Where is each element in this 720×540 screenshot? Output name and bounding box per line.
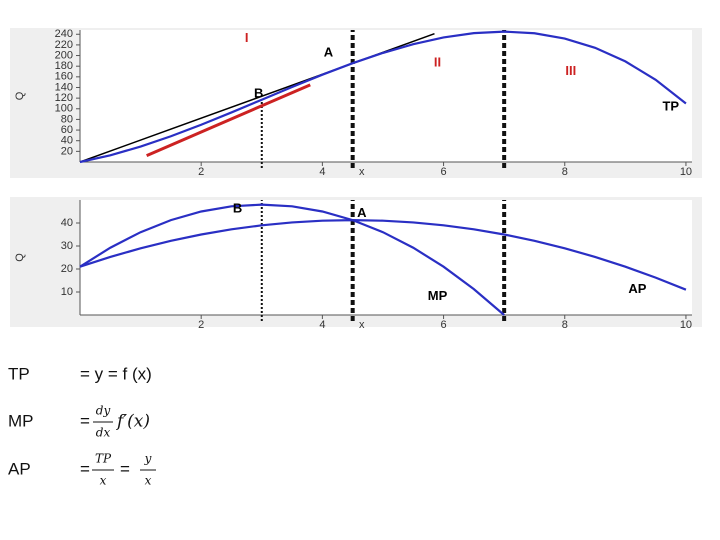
- formula-tp: TP = y = f (x): [8, 364, 152, 383]
- annotation: A: [357, 205, 367, 220]
- fraction-num: y: [144, 452, 152, 466]
- y-axis-label: Q: [14, 253, 26, 262]
- tangent-line: [146, 83, 311, 157]
- annotation: TP: [662, 99, 679, 114]
- x-tick-label: 2: [198, 319, 204, 331]
- y-tick-label: 20: [61, 263, 73, 275]
- y-tick-label: 120: [55, 92, 73, 104]
- y-tick-label: 40: [61, 135, 73, 147]
- x-tick-label: 2: [198, 166, 204, 178]
- x-tick-label: 8: [562, 319, 568, 331]
- formula-ap: AP = TP x = y x: [8, 452, 156, 488]
- y-tick-label: 30: [61, 240, 73, 252]
- formula-label: MP: [8, 411, 34, 430]
- x-tick-label: 10: [680, 319, 692, 331]
- curve: [79, 203, 505, 316]
- x-axis-label: x: [359, 166, 365, 178]
- y-axis-label: Q: [14, 91, 26, 100]
- plot-area: [80, 200, 692, 315]
- formula-mp: MP = dy dx f′(x): [8, 404, 150, 440]
- annotation: III: [565, 63, 576, 78]
- fraction-num: TP: [95, 452, 112, 466]
- formula-expr: =: [120, 459, 130, 478]
- x-tick-label: 4: [319, 319, 325, 331]
- y-tick-label: 20: [61, 145, 73, 157]
- y-tick-label: 240: [55, 28, 73, 40]
- x-tick-label: 6: [441, 166, 447, 178]
- x-tick-label: 8: [562, 166, 568, 178]
- annotation: A: [324, 44, 334, 59]
- annotation: I: [245, 30, 249, 45]
- fraction-den: x: [100, 474, 107, 488]
- y-tick-label: 10: [61, 286, 73, 298]
- annotation: B: [233, 201, 242, 216]
- fraction-den: dx: [96, 426, 111, 440]
- y-tick-label: 160: [55, 71, 73, 83]
- formula-label: AP: [8, 459, 31, 478]
- formula-expr: f′(x): [115, 412, 150, 432]
- formula-expr: = y = f (x): [80, 364, 152, 383]
- annotation: B: [254, 85, 263, 100]
- annotation: AP: [628, 281, 646, 296]
- fraction-den: x: [145, 474, 152, 488]
- formula-expr: =: [80, 411, 90, 430]
- fraction-num: dy: [96, 404, 111, 418]
- x-axis-label: x: [359, 319, 365, 331]
- y-tick-label: 180: [55, 60, 73, 72]
- y-tick-label: 40: [61, 217, 73, 229]
- y-tick-label: 140: [55, 81, 73, 93]
- y-tick-label: 200: [55, 49, 73, 61]
- x-tick-label: 4: [319, 166, 325, 178]
- x-tick-label: 10: [680, 166, 692, 178]
- formula-label: TP: [8, 364, 30, 383]
- curve: [79, 30, 687, 164]
- curve: [79, 219, 687, 291]
- formula-expr: =: [80, 459, 90, 478]
- y-tick-label: 60: [61, 124, 73, 136]
- y-tick-label: 80: [61, 113, 73, 125]
- y-tick-label: 100: [55, 103, 73, 115]
- annotation: II: [434, 54, 441, 69]
- x-tick-label: 6: [441, 319, 447, 331]
- y-tick-label: 220: [55, 39, 73, 51]
- annotation: MP: [428, 288, 448, 303]
